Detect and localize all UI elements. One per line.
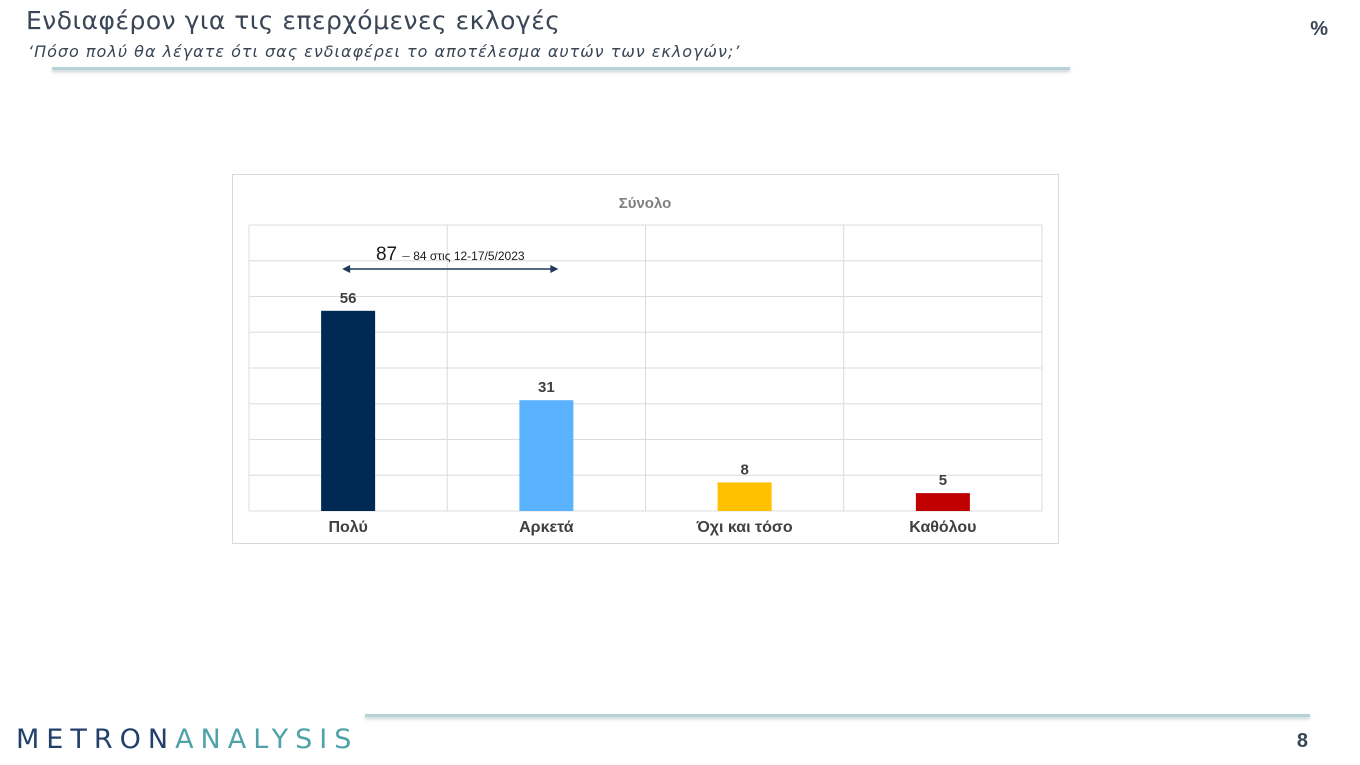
category-label-2: Αρκετά: [519, 519, 574, 536]
chart-labels: 56 Πολύ 31 Αρκετά 8 Όχι και τόσο 5 Καθόλου: [328, 290, 976, 536]
data-label-1: 56: [340, 290, 357, 307]
bar-chart: Σύνολο 56 Πολύ 31 Αρκετά 8 Όχι και τόσο 5 Καθόλ…: [248, 195, 1043, 536]
annotation-arrowhead-left: [342, 265, 351, 273]
category-label-4: Καθόλου: [909, 519, 976, 536]
page-number: 8: [1296, 730, 1308, 752]
chart-gridlines: [248, 224, 1043, 512]
annotation-separator: –: [402, 248, 413, 263]
bar-4: [915, 493, 970, 511]
title-underline: [52, 67, 1070, 70]
category-label-1: Πολύ: [328, 519, 367, 536]
data-label-3: 8: [740, 461, 748, 478]
logo-analysis: ANALYSIS: [175, 724, 359, 755]
bar-2: [519, 400, 574, 511]
annotation-arrowhead-right: [550, 265, 559, 273]
annotation-value: 87: [376, 244, 402, 265]
bar-3: [717, 482, 772, 511]
footer-rule: [365, 714, 1310, 717]
slide-subtitle: ‘Πόσο πολύ θα λέγατε ότι σας ενδιαφέρει …: [28, 42, 741, 61]
chart-bars: [321, 310, 970, 511]
data-label-2: 31: [538, 379, 555, 396]
annotation-text: 87 – 84 στις 12-17/5/2023: [376, 244, 525, 265]
slide-title: Ενδιαφέρον για τις επερχόμενες εκλογές: [26, 6, 561, 35]
logo-metron: METRON: [16, 724, 176, 755]
bar-1: [321, 310, 376, 511]
data-label-4: 5: [939, 472, 947, 489]
metron-analysis-logo: METRONANALYSIS: [16, 724, 358, 755]
chart-annotation: 87 – 84 στις 12-17/5/2023: [342, 244, 559, 273]
chart-panel: Σύνολο 56 Πολύ 31 Αρκετά 8 Όχι και τόσο 5 Καθόλ…: [232, 174, 1059, 544]
unit-label: %: [1310, 18, 1328, 40]
annotation-note: 84 στις 12-17/5/2023: [413, 249, 525, 263]
chart-title: Σύνολο: [619, 195, 672, 212]
category-label-3: Όχι και τόσο: [696, 519, 793, 536]
